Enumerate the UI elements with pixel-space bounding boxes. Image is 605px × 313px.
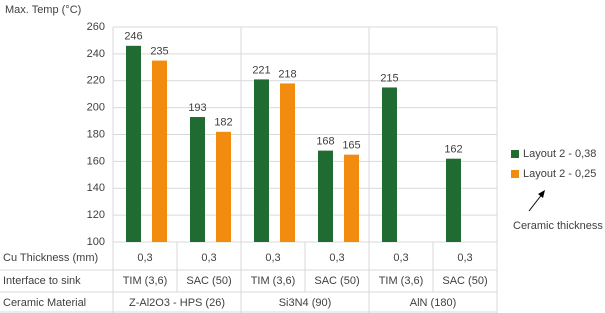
cu-thickness: 0,3 <box>393 252 408 264</box>
bar <box>344 154 359 242</box>
legend-swatch <box>511 170 519 178</box>
annotation-arrow <box>528 190 545 212</box>
x-tick-label: TIM (3,6) <box>379 275 424 287</box>
bar <box>126 45 141 242</box>
group-label: AlN (180) <box>410 297 456 309</box>
x-tick-label: SAC (50) <box>314 275 359 287</box>
x-tick-label: TIM (3,6) <box>251 275 296 287</box>
bar <box>318 150 333 242</box>
y-axis-title: Max. Temp (°C) <box>5 4 81 16</box>
y-tick-label: 140 <box>87 182 105 194</box>
y-tick-label: 260 <box>87 21 105 33</box>
data-label: 162 <box>444 144 462 156</box>
y-tick-label: 180 <box>87 128 105 140</box>
data-label: 168 <box>316 136 334 148</box>
data-label: 235 <box>150 46 168 58</box>
group-label: Si3N4 (90) <box>279 297 332 309</box>
row-label: Interface to sink <box>3 275 81 287</box>
data-label: 193 <box>188 102 206 114</box>
data-label: 218 <box>278 68 296 80</box>
row-label: Cu Thickness (mm) <box>3 252 98 264</box>
x-tick-label: SAC (50) <box>442 275 487 287</box>
y-tick-label: 160 <box>87 155 105 167</box>
y-tick-label: 240 <box>87 48 105 60</box>
legend-swatch <box>511 150 519 158</box>
bar <box>254 79 269 242</box>
data-label: 246 <box>124 31 142 43</box>
bar <box>382 87 397 242</box>
data-label: 165 <box>342 140 360 152</box>
bar <box>216 131 231 242</box>
bar <box>190 117 205 242</box>
legend-label: Layout 2 - 0,25 <box>523 168 596 180</box>
y-tick-label: 200 <box>87 102 105 114</box>
y-tick-label: 100 <box>87 236 105 248</box>
y-tick-label: 220 <box>87 75 105 87</box>
group-label: Z-Al2O3 - HPS (26) <box>129 297 225 309</box>
data-label: 221 <box>252 64 270 76</box>
data-label: 182 <box>214 117 232 129</box>
bar <box>446 158 461 242</box>
cu-thickness: 0,3 <box>137 252 152 264</box>
y-tick-label: 120 <box>87 209 105 221</box>
cu-thickness: 0,3 <box>201 252 216 264</box>
annotation: Ceramic thickness <box>513 220 603 232</box>
data-label: 215 <box>380 72 398 84</box>
cu-thickness: 0,3 <box>265 252 280 264</box>
x-tick-label: TIM (3,6) <box>123 275 168 287</box>
bar <box>152 60 167 242</box>
bar <box>280 83 295 242</box>
legend-label: Layout 2 - 0,38 <box>523 148 596 160</box>
cu-thickness: 0,3 <box>457 252 472 264</box>
row-label: Ceramic Material <box>3 297 86 309</box>
cu-thickness: 0,3 <box>329 252 344 264</box>
x-tick-label: SAC (50) <box>186 275 231 287</box>
